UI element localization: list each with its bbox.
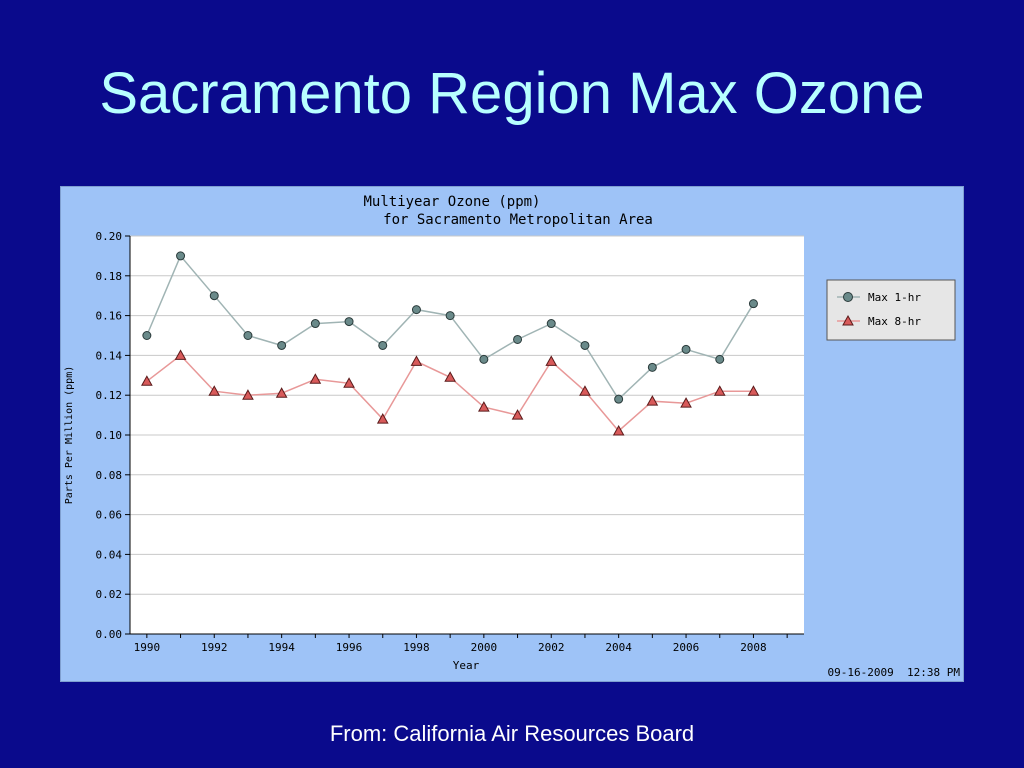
data-point-max-1-hr <box>614 394 624 404</box>
data-point-max-8-hr <box>309 373 322 384</box>
ozone-line-chart: Multiyear Ozone (ppm) for Sacramento Met… <box>60 186 964 682</box>
data-point-max-1-hr <box>546 319 556 329</box>
data-point-max-8-hr <box>478 401 490 412</box>
x-axis-label: Year <box>453 659 480 672</box>
y-tick-label: 0.14 <box>96 349 123 362</box>
chart-panel: Multiyear Ozone (ppm) for Sacramento Met… <box>60 186 964 682</box>
x-tick-label: 1996 <box>336 641 363 654</box>
y-axis-label: Parts Per Million (ppm) <box>64 366 75 504</box>
chart-panel-border <box>60 186 964 682</box>
legend: Max 1-hr Max 8-hr <box>826 279 956 341</box>
y-tick-label: 0.12 <box>96 389 123 402</box>
data-point-max-8-hr <box>141 375 153 386</box>
data-point-max-1-hr <box>748 299 758 309</box>
data-point-max-8-hr <box>612 424 625 436</box>
data-point-max-8-hr <box>275 387 288 398</box>
y-tick-label: 0.02 <box>96 588 123 601</box>
source-credit: From: California Air Resources Board <box>329 721 695 746</box>
x-tick-label: 2008 <box>740 641 767 654</box>
data-point-max-1-hr <box>411 305 421 315</box>
legend-label-max-8hr: Max 8-hr <box>868 315 921 328</box>
x-tick-label: 1998 <box>403 641 430 654</box>
y-tick-label: 0.20 <box>96 230 123 243</box>
chart-timestamp: 09-16-2009 12:38 PM <box>828 666 961 679</box>
data-point-max-1-hr <box>513 334 523 344</box>
data-point-max-1-hr <box>142 331 152 340</box>
data-point-max-8-hr <box>410 355 423 366</box>
data-point-max-8-hr <box>511 409 524 420</box>
data-point-max-8-hr <box>545 355 558 366</box>
y-axis: 0.00 0.02 0.04 0.06 0.08 0.10 0.12 0.14 0.16 0.18… <box>96 230 131 641</box>
x-tick-label: 2002 <box>538 641 565 654</box>
data-point-max-8-hr <box>747 385 760 396</box>
x-tick-label: 1990 <box>134 641 161 654</box>
y-tick-label: 0.08 <box>96 469 123 482</box>
y-tick-label: 0.10 <box>96 429 123 442</box>
data-point-max-1-hr <box>243 331 253 340</box>
data-point-max-1-hr <box>647 362 657 372</box>
data-point-max-8-hr <box>680 397 692 408</box>
y-tick-label: 0.18 <box>96 270 123 283</box>
data-point-max-1-hr <box>378 340 388 350</box>
x-tick-label: 2004 <box>605 641 632 654</box>
data-point-max-1-hr <box>715 354 725 364</box>
chart-title: Multiyear Ozone (ppm) <box>363 194 540 210</box>
data-point-max-1-hr <box>310 319 320 329</box>
y-tick-label: 0.04 <box>96 548 123 561</box>
data-point-max-1-hr <box>681 344 691 354</box>
x-axis: 1990 1992 1994 1996 1998 2000 2002 2004 2006 2008 <box>130 633 804 654</box>
data-point-max-8-hr <box>242 389 254 400</box>
data-point-max-8-hr <box>579 385 591 396</box>
legend-label-max-1hr: Max 1-hr <box>868 291 921 304</box>
slide-title: Sacramento Region Max Ozone <box>99 61 925 126</box>
data-point-max-8-hr <box>713 385 726 396</box>
chart-subtitle: for Sacramento Metropolitan Area <box>383 212 653 228</box>
data-point-max-1-hr <box>176 251 186 261</box>
data-point-max-8-hr <box>444 371 456 382</box>
data-point-max-8-hr <box>646 395 659 406</box>
legend-marker-max-8hr <box>842 314 854 326</box>
y-tick-label: 0.16 <box>96 310 123 323</box>
data-point-max-1-hr <box>580 340 590 350</box>
x-tick-label: 2000 <box>471 641 498 654</box>
x-tick-label: 1994 <box>268 641 295 654</box>
data-point-max-8-hr <box>343 377 355 388</box>
x-tick-label: 1992 <box>201 641 228 654</box>
y-tick-label: 0.06 <box>96 509 123 522</box>
series-layer <box>141 251 760 436</box>
legend-marker-max-1hr <box>843 292 853 302</box>
data-point-max-1-hr <box>479 354 489 364</box>
x-tick-label: 2006 <box>673 641 700 654</box>
legend-box <box>826 279 956 341</box>
data-point-max-8-hr <box>174 349 187 360</box>
data-point-max-1-hr <box>344 317 354 327</box>
data-point-max-8-hr <box>208 385 221 396</box>
data-point-max-1-hr <box>445 311 455 321</box>
data-point-max-1-hr <box>209 291 219 301</box>
data-point-max-8-hr <box>376 413 389 424</box>
data-point-max-1-hr <box>277 340 287 350</box>
y-tick-label: 0.00 <box>96 628 123 641</box>
